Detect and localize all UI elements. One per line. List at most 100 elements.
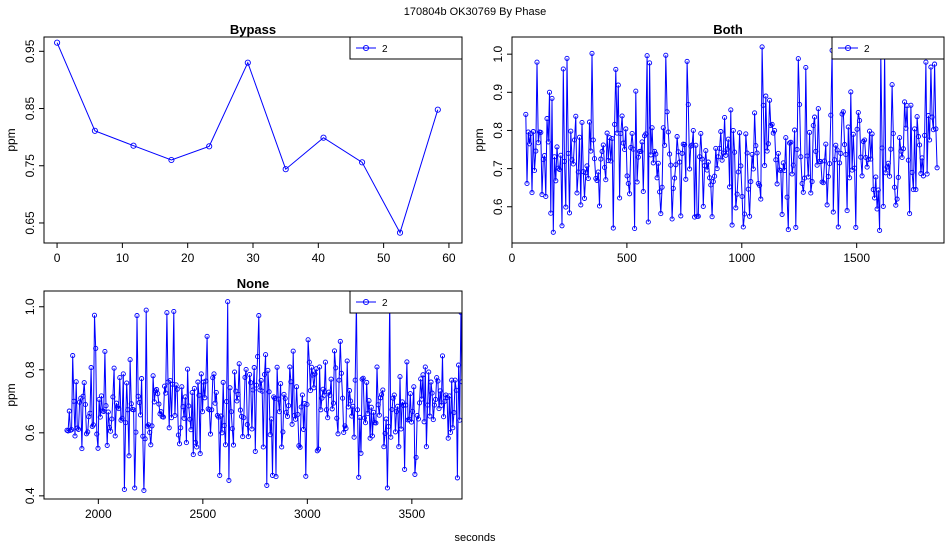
data-point bbox=[844, 208, 850, 214]
data-point bbox=[654, 175, 660, 181]
data-point bbox=[625, 180, 631, 187]
data-point bbox=[612, 121, 618, 127]
y-tick-label: 0.95 bbox=[23, 39, 37, 63]
data-point bbox=[172, 412, 178, 419]
legend-label: 2 bbox=[382, 44, 388, 55]
data-point bbox=[668, 162, 674, 168]
data-point bbox=[131, 407, 137, 413]
data-point bbox=[743, 131, 749, 137]
data-point bbox=[206, 143, 213, 150]
data-point bbox=[415, 416, 421, 422]
data-point bbox=[603, 177, 609, 183]
panel-title: Bypass bbox=[230, 22, 276, 37]
data-point bbox=[770, 130, 776, 136]
data-point bbox=[108, 428, 114, 434]
data-point bbox=[750, 166, 756, 172]
data-point bbox=[724, 146, 730, 152]
data-point bbox=[560, 66, 566, 72]
data-point bbox=[393, 409, 400, 415]
data-point bbox=[149, 423, 155, 429]
data-point bbox=[783, 135, 789, 141]
data-point bbox=[602, 164, 608, 171]
data-point bbox=[358, 450, 364, 456]
data-point bbox=[345, 404, 351, 410]
data-point bbox=[789, 171, 795, 177]
data-point bbox=[66, 408, 72, 414]
data-point bbox=[585, 175, 591, 182]
data-point bbox=[148, 442, 154, 448]
data-point bbox=[203, 378, 209, 384]
data-point bbox=[340, 395, 346, 401]
panel-both: Both ppm 0 500 1000 1500 0.6 0.7 0.8 0.9 1.0 2 bbox=[472, 22, 945, 265]
data-point bbox=[737, 130, 743, 136]
data-point bbox=[760, 102, 766, 108]
data-point bbox=[845, 124, 851, 130]
data-point bbox=[578, 202, 584, 208]
data-point bbox=[93, 345, 99, 351]
data-point bbox=[390, 395, 396, 401]
data-point bbox=[895, 174, 901, 180]
data-point bbox=[418, 376, 424, 382]
data-point bbox=[304, 401, 310, 408]
data-point bbox=[407, 391, 413, 397]
data-point bbox=[888, 146, 894, 152]
data-point bbox=[282, 166, 289, 173]
y-tick-label: 0.65 bbox=[23, 211, 37, 235]
data-point bbox=[439, 353, 446, 359]
data-point bbox=[178, 425, 184, 431]
y-axis-label: ppm bbox=[4, 128, 18, 151]
data-point bbox=[95, 445, 101, 451]
data-point bbox=[889, 82, 895, 88]
data-point bbox=[274, 364, 280, 370]
data-point bbox=[224, 399, 230, 405]
data-point bbox=[820, 180, 826, 186]
data-point bbox=[272, 395, 278, 402]
data-point bbox=[648, 152, 654, 158]
data-point bbox=[725, 136, 731, 142]
data-point bbox=[242, 374, 248, 380]
data-point bbox=[397, 374, 403, 380]
data-point bbox=[279, 444, 285, 450]
data-point bbox=[875, 187, 881, 193]
data-point bbox=[105, 409, 111, 415]
panel-bypass: Bypass ppm 0 10 20 30 40 50 60 0.65 0.75 0.85 0.95 2 bbox=[4, 22, 463, 265]
data-point bbox=[659, 184, 665, 190]
x-tick-label: 30 bbox=[246, 251, 260, 265]
data-point bbox=[104, 442, 110, 448]
data-point bbox=[127, 357, 133, 363]
data-point bbox=[101, 408, 107, 414]
data-point bbox=[780, 160, 786, 166]
data-point bbox=[88, 365, 94, 371]
data-point bbox=[196, 392, 202, 398]
data-point bbox=[865, 156, 871, 163]
data-point bbox=[410, 408, 416, 414]
data-point bbox=[98, 393, 104, 399]
data-point bbox=[823, 141, 829, 147]
data-point bbox=[116, 406, 122, 412]
data-point bbox=[581, 195, 588, 201]
data-point bbox=[665, 129, 671, 135]
data-point bbox=[228, 409, 234, 415]
data-point bbox=[785, 227, 791, 233]
data-point bbox=[788, 139, 794, 145]
data-point bbox=[160, 414, 166, 420]
data-point bbox=[320, 386, 326, 392]
legend-label: 2 bbox=[382, 298, 388, 309]
data-point bbox=[792, 127, 798, 133]
data-point bbox=[759, 44, 765, 50]
data-point bbox=[733, 205, 739, 211]
data-point bbox=[449, 377, 455, 383]
data-point bbox=[600, 142, 606, 148]
data-point bbox=[420, 372, 426, 378]
data-point bbox=[168, 415, 175, 421]
data-point bbox=[423, 444, 429, 450]
data-point bbox=[342, 423, 348, 429]
data-point bbox=[400, 402, 406, 408]
data-point bbox=[237, 407, 243, 413]
data-point bbox=[80, 393, 86, 399]
data-point bbox=[919, 155, 925, 161]
data-point bbox=[300, 426, 307, 432]
legend-label: 2 bbox=[864, 44, 870, 55]
data-point bbox=[531, 167, 538, 174]
data-point bbox=[428, 379, 434, 385]
